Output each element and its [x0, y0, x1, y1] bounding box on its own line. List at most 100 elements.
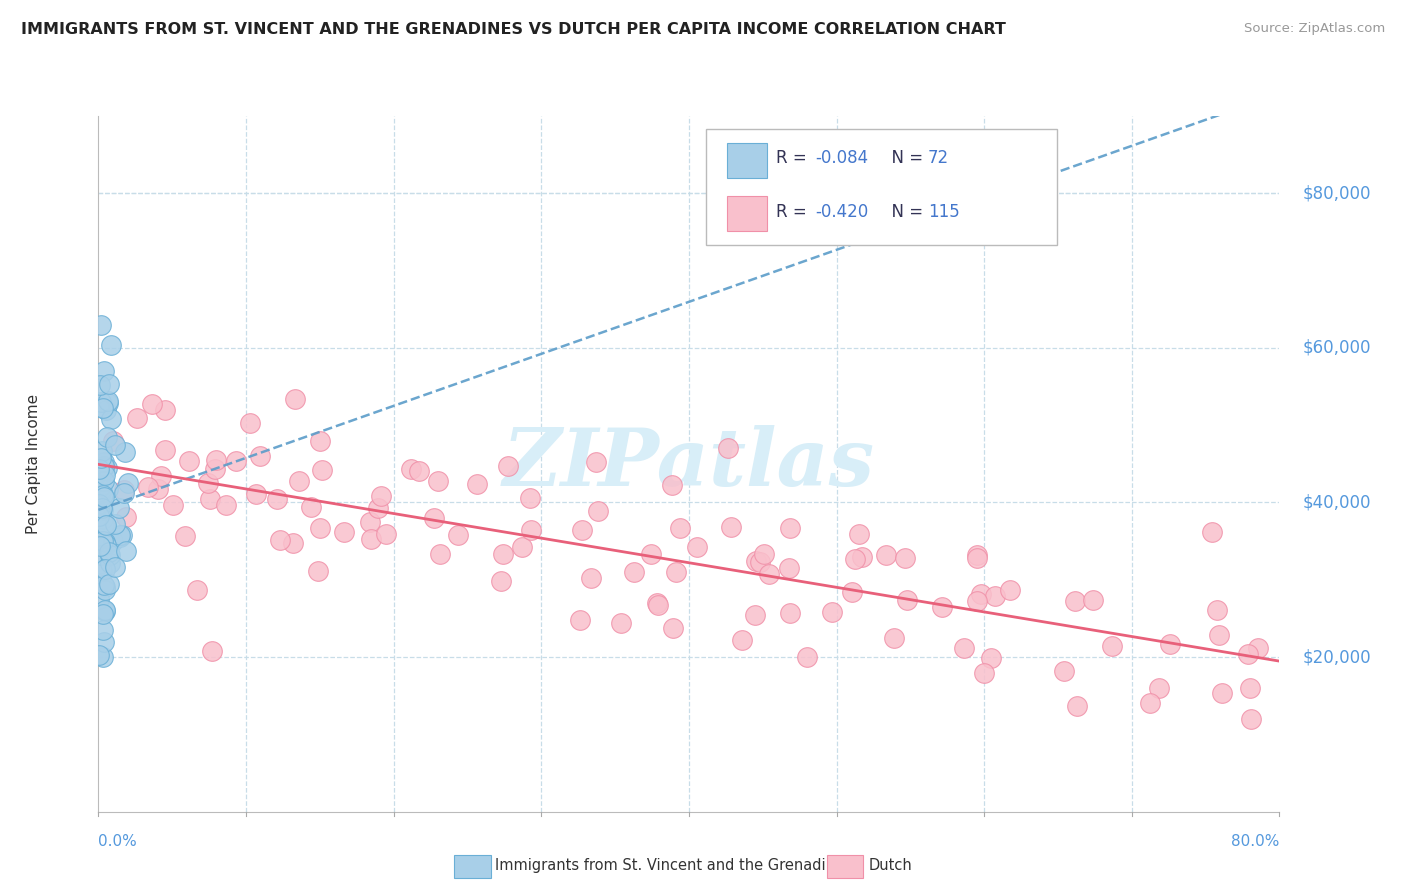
Point	[730, 632, 752, 647]
Point	[245, 486, 267, 500]
Point	[998, 583, 1021, 598]
Point	[94, 402, 117, 417]
Point	[520, 523, 543, 537]
Point	[153, 442, 176, 457]
Point	[931, 600, 953, 615]
Point	[669, 521, 692, 535]
Point	[93, 604, 115, 618]
Point	[623, 565, 645, 579]
Point	[90, 534, 112, 549]
Text: -0.420: -0.420	[815, 202, 869, 221]
Point	[197, 475, 219, 490]
Point	[111, 528, 134, 542]
Point	[367, 501, 389, 516]
Point	[749, 555, 772, 569]
Point	[94, 583, 117, 598]
Point	[101, 534, 124, 549]
Point	[686, 540, 709, 554]
Point	[117, 476, 139, 491]
Point	[758, 566, 780, 581]
Point	[93, 517, 115, 532]
Point	[661, 621, 683, 635]
Point	[284, 392, 307, 406]
Point	[1052, 664, 1074, 678]
Point	[89, 378, 111, 392]
Point	[1147, 681, 1170, 695]
Text: Per Capita Income: Per Capita Income	[25, 393, 41, 534]
Point	[1237, 648, 1260, 662]
Point	[429, 547, 451, 561]
Point	[93, 603, 115, 617]
Point	[447, 528, 470, 542]
Text: -0.084: -0.084	[815, 149, 869, 168]
Point	[91, 564, 114, 578]
Point	[489, 574, 512, 588]
Text: N =: N =	[882, 149, 928, 168]
Point	[97, 396, 120, 410]
Point	[309, 434, 332, 448]
Point	[510, 540, 533, 554]
Point	[198, 491, 221, 506]
Point	[153, 402, 176, 417]
Point	[91, 650, 114, 665]
Text: 72: 72	[928, 149, 949, 168]
Point	[370, 489, 392, 503]
Text: R =: R =	[776, 149, 811, 168]
Point	[984, 589, 1007, 603]
Point	[94, 538, 117, 552]
Point	[571, 523, 593, 537]
Point	[309, 521, 332, 535]
Point	[661, 478, 683, 492]
Text: $60,000: $60,000	[1303, 339, 1372, 357]
Point	[745, 553, 768, 567]
Point	[970, 586, 993, 600]
Point	[114, 444, 136, 458]
Text: 115: 115	[928, 202, 959, 221]
Point	[423, 510, 446, 524]
Point	[1081, 592, 1104, 607]
Point	[778, 561, 800, 575]
Text: $40,000: $40,000	[1303, 493, 1372, 511]
Text: IMMIGRANTS FROM ST. VINCENT AND THE GRENADINES VS DUTCH PER CAPITA INCOME CORREL: IMMIGRANTS FROM ST. VINCENT AND THE GREN…	[21, 22, 1005, 37]
Point	[796, 650, 818, 665]
Point	[96, 430, 118, 444]
Point	[1208, 628, 1230, 642]
Point	[100, 412, 122, 426]
Point	[93, 459, 115, 474]
Point	[645, 596, 668, 610]
Point	[98, 376, 121, 391]
Point	[91, 401, 114, 416]
Point	[186, 583, 208, 598]
Point	[851, 549, 873, 564]
Point	[93, 634, 115, 648]
Point	[266, 491, 288, 506]
Point	[249, 450, 271, 464]
Point	[875, 549, 897, 563]
Point	[177, 454, 200, 468]
Point	[496, 458, 519, 473]
Point	[519, 491, 541, 505]
Point	[98, 545, 121, 559]
Point	[94, 581, 117, 595]
Point	[569, 613, 592, 627]
Point	[97, 482, 120, 496]
Point	[579, 571, 602, 585]
Point	[93, 578, 115, 592]
Point	[93, 488, 115, 502]
Point	[96, 461, 118, 475]
Point	[141, 397, 163, 411]
Point	[89, 592, 111, 607]
Point	[136, 480, 159, 494]
Point	[89, 539, 111, 553]
Point	[426, 474, 449, 488]
Point	[883, 631, 905, 645]
Point	[1201, 524, 1223, 539]
Point	[98, 556, 121, 570]
Point	[664, 566, 686, 580]
Text: $80,000: $80,000	[1303, 185, 1372, 202]
Point	[90, 548, 112, 562]
Point	[1247, 640, 1270, 655]
Point	[100, 548, 122, 562]
Point	[90, 395, 112, 409]
Point	[89, 648, 111, 663]
